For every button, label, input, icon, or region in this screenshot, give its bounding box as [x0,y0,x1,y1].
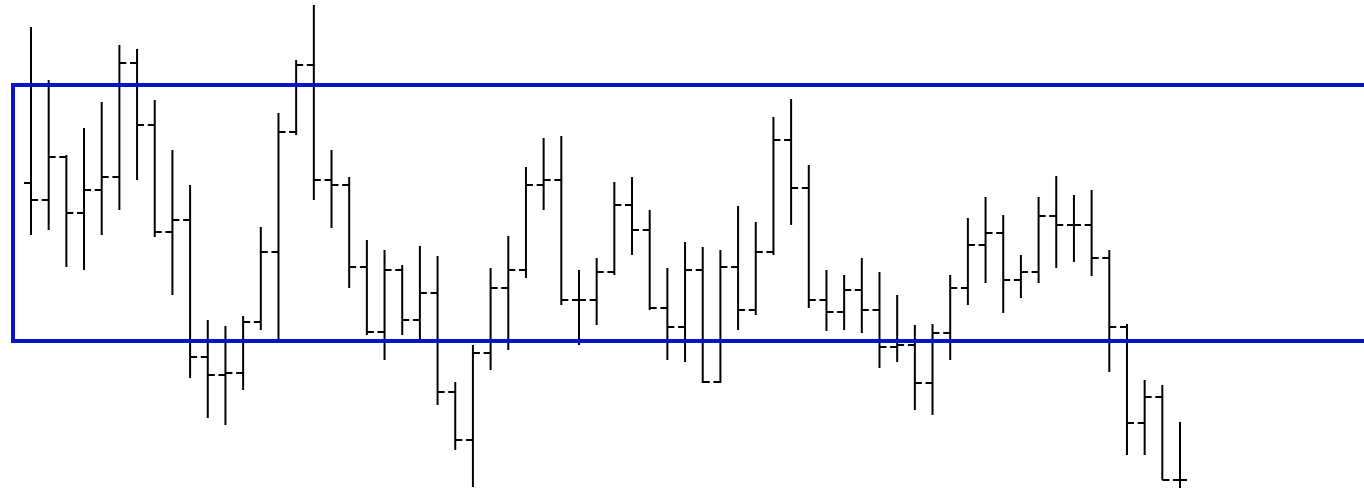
page: (() => { const data = JSON.parse(documen… [11,5,1364,488]
chart [11,5,1364,488]
